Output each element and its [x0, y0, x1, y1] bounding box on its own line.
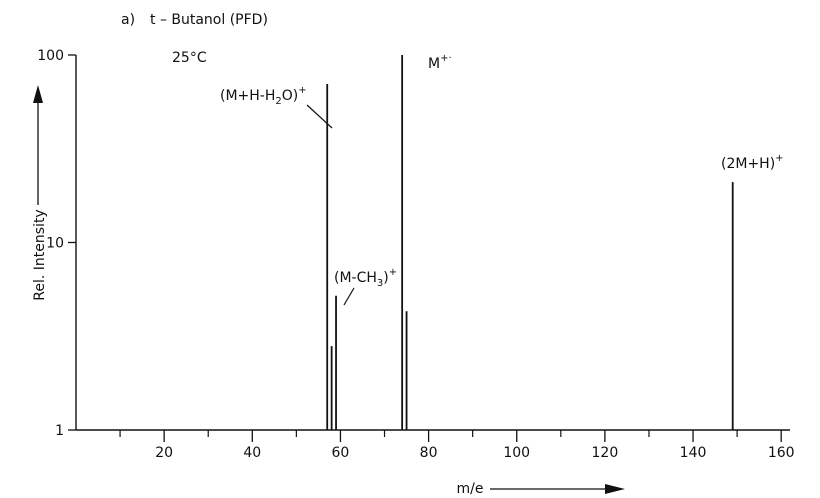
- peak-annotations: (M+H-H2O)+(M-CH3)+M+·(2M+H)+: [220, 53, 784, 306]
- peak-lines: [326, 55, 734, 430]
- peak-annotation: (M-CH3)+: [334, 267, 397, 289]
- x-axis-arrow-head: [605, 484, 625, 494]
- annotation-superscript: +: [298, 85, 306, 96]
- annotation-text: O): [282, 88, 298, 104]
- annotation-leader-line: [306, 104, 333, 129]
- annotation-subscript: 2: [275, 96, 281, 107]
- x-axis-label: m/e: [457, 481, 484, 497]
- peak-annotation: M+·: [428, 53, 452, 72]
- x-tick-label: 40: [243, 445, 261, 461]
- peak-annotation: (M+H-H2O)+: [220, 85, 307, 107]
- y-tick-label: 1: [55, 423, 64, 439]
- x-axis-ticks: 20 40 60 80 100 120 140 160: [119, 430, 795, 461]
- x-tick-label: 100: [503, 445, 530, 461]
- x-tick-label: 120: [592, 445, 619, 461]
- annotation-text: (2M+H): [721, 156, 775, 172]
- annotation-text: M: [428, 56, 440, 72]
- y-axis-label: Rel. Intensity: [32, 209, 48, 300]
- annotation-subscript: 3: [377, 278, 383, 289]
- annotation-superscript: +: [389, 267, 397, 278]
- annotation-leader-line: [343, 287, 355, 306]
- y-tick-label: 10: [46, 236, 64, 252]
- x-tick-label: 60: [332, 445, 350, 461]
- peak-annotation: (2M+H)+: [721, 153, 784, 172]
- annotation-superscript: +: [775, 153, 783, 164]
- x-tick-label: 80: [420, 445, 438, 461]
- y-tick-label: 100: [37, 48, 64, 64]
- chart-title: t – Butanol (PFD): [150, 12, 268, 28]
- x-tick-label: 140: [680, 445, 707, 461]
- annotation-text: ): [383, 270, 388, 286]
- annotation-text: (M+H-H: [220, 88, 275, 104]
- annotation-superscript: +·: [440, 53, 452, 64]
- y-axis-arrow-head: [33, 85, 43, 103]
- temperature-label: 25°C: [172, 50, 207, 66]
- x-tick-label: 20: [155, 445, 173, 461]
- y-axis-ticks: 1 10 100: [37, 48, 76, 439]
- annotation-text: (M-CH: [334, 270, 377, 286]
- x-tick-label: 160: [768, 445, 795, 461]
- panel-label: a): [121, 12, 135, 28]
